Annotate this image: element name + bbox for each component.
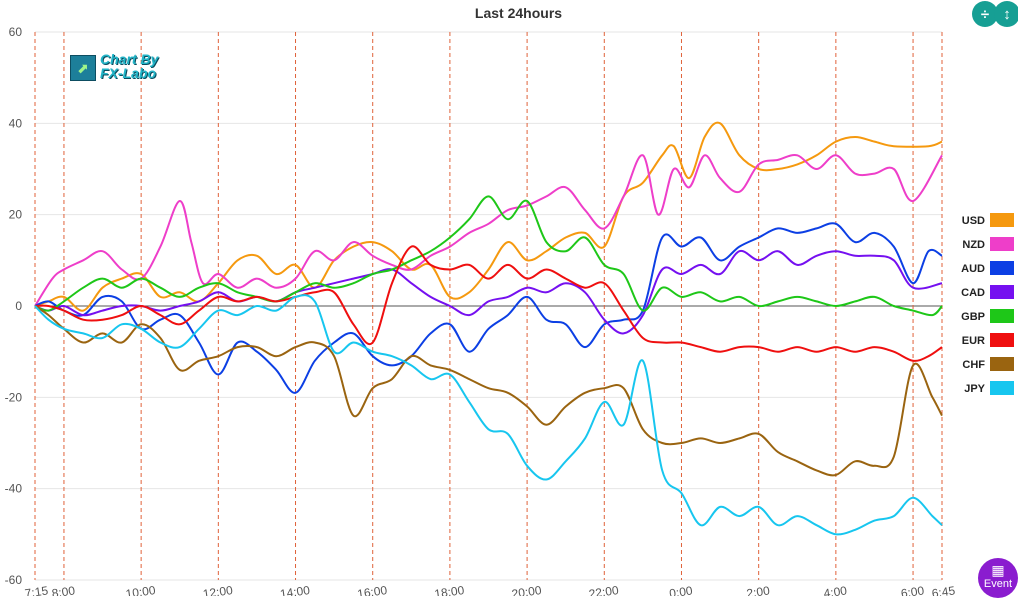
event-button[interactable]: ▦ Event bbox=[978, 558, 1018, 598]
legend-label-jpy: JPY bbox=[964, 383, 985, 395]
y-tick-label: 0 bbox=[15, 299, 22, 313]
legend-swatch-nzd bbox=[990, 237, 1014, 251]
legend-swatch-gbp bbox=[990, 309, 1014, 323]
series-line-chf bbox=[34, 305, 943, 477]
series-line-eur bbox=[34, 245, 943, 362]
legend-label-eur: EUR bbox=[962, 335, 985, 347]
series-line-aud bbox=[34, 222, 943, 394]
legend-label-usd: USD bbox=[962, 215, 985, 227]
x-tick-label: 12:00 bbox=[202, 583, 234, 596]
chart-logo-icon: ⬈ bbox=[70, 55, 96, 81]
x-tick-label: 18:00 bbox=[434, 583, 466, 596]
series-line-jpy bbox=[34, 294, 943, 536]
legend-swatch-usd bbox=[990, 213, 1014, 227]
legend-swatch-aud bbox=[990, 261, 1014, 275]
x-tick-label: 0:00 bbox=[668, 583, 693, 596]
legend-swatch-cad bbox=[990, 285, 1014, 299]
legend-label-gbp: GBP bbox=[961, 311, 985, 323]
series-line-usd bbox=[34, 121, 943, 312]
x-tick-label: 8:00 bbox=[51, 583, 76, 596]
series-line-gbp bbox=[34, 195, 943, 317]
legend-swatch-chf bbox=[990, 357, 1014, 371]
legend-swatch-eur bbox=[990, 333, 1014, 347]
calendar-icon: ▦ bbox=[991, 562, 1005, 578]
x-tick-label: 16:00 bbox=[356, 583, 388, 596]
collapse-icon[interactable]: ÷ bbox=[972, 1, 998, 27]
chart-title: Last 24hours bbox=[475, 5, 562, 21]
legend-label-nzd: NZD bbox=[962, 239, 985, 251]
legend-label-chf: CHF bbox=[962, 359, 985, 371]
legend-swatch-jpy bbox=[990, 381, 1014, 395]
series-line-cad bbox=[34, 249, 943, 335]
x-tick-label: 22:00 bbox=[588, 583, 620, 596]
x-tick-label: 6:00 bbox=[900, 583, 925, 596]
y-tick-label: 40 bbox=[9, 116, 23, 130]
event-button-label: Event bbox=[983, 578, 1013, 590]
y-tick-label: -60 bbox=[5, 573, 23, 587]
x-tick-label: 20:00 bbox=[511, 583, 543, 596]
expand-icon[interactable]: ↕ bbox=[994, 1, 1018, 27]
legend-label-cad: CAD bbox=[961, 287, 985, 299]
x-tick-label: 6:45 bbox=[931, 583, 956, 596]
y-tick-label: 20 bbox=[9, 208, 23, 222]
y-tick-label: -40 bbox=[5, 482, 23, 496]
logo-line-2: FX-Labo bbox=[100, 65, 156, 81]
series-line-nzd bbox=[34, 154, 943, 307]
x-tick-label: 14:00 bbox=[279, 583, 311, 596]
y-tick-label: 60 bbox=[9, 25, 23, 39]
x-tick-label: 4:00 bbox=[823, 583, 848, 596]
x-tick-label: 7:15 bbox=[24, 583, 49, 596]
x-tick-label: 10:00 bbox=[125, 583, 157, 596]
legend-label-aud: AUD bbox=[961, 263, 985, 275]
logo-line-1: Chart By bbox=[100, 51, 159, 67]
y-tick-label: -20 bbox=[5, 390, 23, 404]
x-tick-label: 2:00 bbox=[746, 583, 771, 596]
